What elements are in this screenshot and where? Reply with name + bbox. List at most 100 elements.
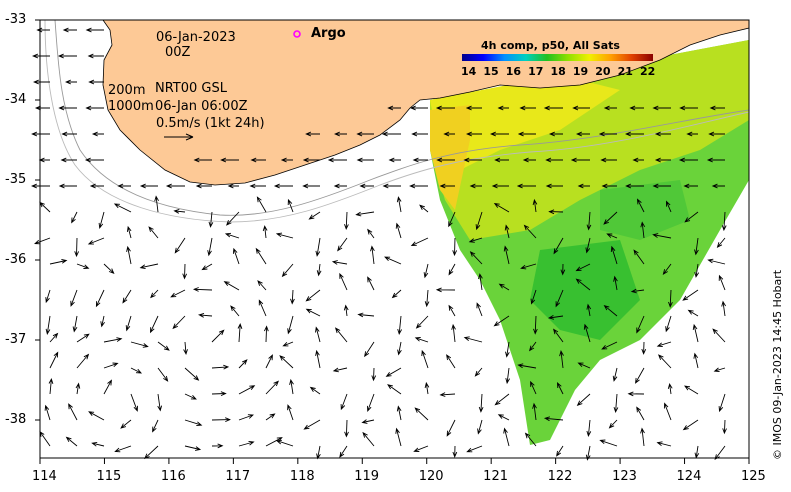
current-vector xyxy=(57,53,77,59)
current-vector xyxy=(184,393,197,400)
current-vector xyxy=(414,337,429,343)
colorbar-tick-15: 15 xyxy=(483,65,499,78)
current-vector xyxy=(555,289,564,308)
current-vector xyxy=(381,131,401,137)
current-vector xyxy=(173,208,186,214)
current-vector xyxy=(334,131,347,137)
current-vector xyxy=(559,350,564,369)
current-vector xyxy=(91,131,104,137)
contour-200m-label: 200m xyxy=(108,83,146,98)
current-vector xyxy=(468,237,483,243)
current-vector xyxy=(413,445,429,452)
current-vector xyxy=(543,416,564,422)
current-vector xyxy=(610,245,618,265)
current-vector xyxy=(364,341,375,358)
current-vector xyxy=(315,326,321,343)
current-vector xyxy=(68,403,78,421)
current-vector xyxy=(520,263,537,270)
current-vector xyxy=(157,393,163,412)
current-vector xyxy=(682,419,699,431)
current-vector xyxy=(694,263,700,278)
lon-label-117: 117 xyxy=(225,469,251,484)
current-vector xyxy=(45,315,51,335)
current-vector xyxy=(34,105,50,111)
current-vector xyxy=(65,436,78,447)
colorbar-tick-22: 22 xyxy=(640,65,656,78)
current-vector xyxy=(165,183,185,189)
current-vector xyxy=(452,445,458,458)
current-vector xyxy=(232,247,240,265)
current-vector xyxy=(87,53,104,59)
current-vector xyxy=(718,274,726,291)
colorbar-tick-17: 17 xyxy=(528,65,544,78)
current-vector xyxy=(583,323,591,343)
current-vector xyxy=(315,237,321,257)
current-vector xyxy=(287,315,294,335)
current-vector xyxy=(100,315,105,328)
current-vector xyxy=(707,258,726,265)
current-vector xyxy=(493,203,510,213)
current-vector xyxy=(60,157,77,163)
current-vector xyxy=(477,419,483,435)
lon-label-119: 119 xyxy=(354,469,380,484)
argo-label: Argo xyxy=(311,26,346,41)
current-vector xyxy=(305,131,320,137)
current-vector xyxy=(635,367,645,384)
current-vector xyxy=(721,300,726,317)
current-vector xyxy=(265,380,280,395)
current-vector xyxy=(598,131,617,137)
current-vector xyxy=(530,289,537,305)
date-label: 06-Jan-2023 xyxy=(156,30,236,45)
current-vector xyxy=(238,414,254,421)
current-vector xyxy=(339,272,348,291)
current-vector xyxy=(157,367,169,382)
current-vector xyxy=(89,183,104,189)
current-vector xyxy=(522,157,536,163)
current-vector xyxy=(517,363,537,369)
current-vector xyxy=(469,183,482,189)
current-vector xyxy=(493,315,510,327)
current-vector xyxy=(367,276,375,291)
current-vector xyxy=(237,322,243,343)
current-vector xyxy=(371,367,377,382)
sst-satellite-layer xyxy=(430,40,749,445)
hour-label: 00Z xyxy=(165,45,191,60)
current-vector xyxy=(503,427,510,447)
current-vector xyxy=(657,354,672,369)
current-vector xyxy=(172,315,186,330)
argo-marker xyxy=(293,30,301,38)
current-vector xyxy=(76,353,90,369)
current-vector xyxy=(410,237,429,246)
current-vector xyxy=(713,367,726,373)
current-vector xyxy=(656,441,672,447)
current-vector xyxy=(265,413,276,421)
current-vector xyxy=(152,419,159,433)
current-vector xyxy=(446,354,456,369)
current-vector xyxy=(576,393,591,406)
current-vector xyxy=(356,131,374,137)
current-vector xyxy=(505,341,510,358)
lon-label-124: 124 xyxy=(676,469,702,484)
current-vector xyxy=(654,157,671,163)
current-vector xyxy=(359,183,374,189)
current-vector xyxy=(385,367,402,377)
current-vector xyxy=(412,157,428,163)
current-vector xyxy=(603,105,617,111)
current-vector xyxy=(282,341,294,347)
colorbar-tick-16: 16 xyxy=(505,65,522,78)
current-vector xyxy=(91,441,105,447)
current-vector xyxy=(603,304,618,317)
current-vector xyxy=(652,183,671,189)
current-vector xyxy=(362,431,375,447)
current-vector xyxy=(182,263,188,280)
current-vector xyxy=(387,105,401,111)
current-vector xyxy=(84,157,104,163)
current-vector xyxy=(290,289,295,305)
current-vector xyxy=(396,405,402,421)
current-vector xyxy=(61,131,77,137)
current-vector xyxy=(608,419,618,429)
current-vector xyxy=(523,224,537,239)
current-vector xyxy=(262,225,268,239)
current-vector xyxy=(122,289,132,304)
current-vector xyxy=(545,157,563,163)
